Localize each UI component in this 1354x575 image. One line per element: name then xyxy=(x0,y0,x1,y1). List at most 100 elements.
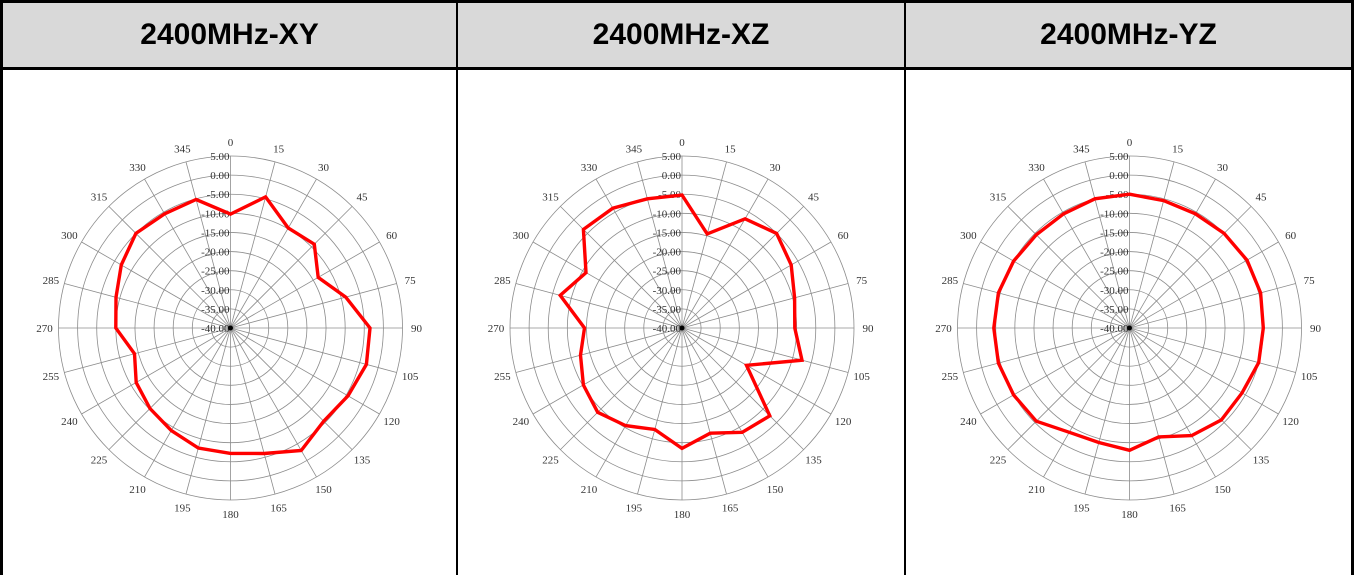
pattern-line xyxy=(557,193,805,451)
angle-tick-label: 45 xyxy=(357,191,369,203)
angle-tick-label: 15 xyxy=(1172,143,1184,155)
grid-spoke xyxy=(64,327,231,373)
grid-spoke xyxy=(185,327,231,495)
grid-spoke xyxy=(963,283,1130,329)
grid-spoke xyxy=(230,241,380,329)
radial-tick-label: 5.00 xyxy=(1109,151,1129,163)
radial-tick-label: -35.00 xyxy=(653,304,682,316)
angle-tick-label: 210 xyxy=(129,484,146,496)
grid-spoke xyxy=(1043,327,1130,478)
angle-tick-label: 195 xyxy=(1073,503,1090,515)
grid-spoke xyxy=(532,241,683,329)
grid-spoke xyxy=(230,327,276,495)
grid-spoke xyxy=(595,178,683,329)
angle-tick-label: 120 xyxy=(1282,416,1299,428)
grid-spoke xyxy=(980,241,1130,329)
angle-tick-label: 225 xyxy=(91,455,108,467)
angle-tick-label: 300 xyxy=(61,230,78,242)
table-header-row xyxy=(3,3,1351,70)
radial-tick-label: -15.00 xyxy=(1100,227,1129,239)
angle-tick-label: 210 xyxy=(1028,484,1045,496)
grid-spoke xyxy=(681,283,849,329)
grid-spoke xyxy=(185,161,231,329)
polar-plot-cell: 0 15 30 45 60 75 90 105 120 135 150 165 180 195 210 225… xyxy=(906,70,1351,575)
angle-tick-label: 345 xyxy=(1073,143,1090,155)
grid-spoke xyxy=(515,327,683,373)
radial-tick-label: -40.00 xyxy=(653,323,682,335)
angle-tick-label: 240 xyxy=(513,416,530,428)
angle-tick-label: 300 xyxy=(960,230,977,242)
grid-spoke xyxy=(1043,178,1130,329)
grid-spoke xyxy=(230,327,380,415)
grid-spoke xyxy=(1129,327,1252,450)
radial-tick-label: 5.00 xyxy=(662,151,682,163)
grid-spoke xyxy=(230,206,353,329)
angle-tick-label: 60 xyxy=(386,230,398,242)
angle-tick-label: 30 xyxy=(1217,162,1229,174)
radial-tick-label: -20.00 xyxy=(1100,247,1129,259)
grid-spoke xyxy=(637,161,683,329)
radial-tick-label: -25.00 xyxy=(1100,266,1129,278)
angle-tick-label: 195 xyxy=(626,503,643,515)
grid-spoke xyxy=(1129,283,1296,329)
grid-spoke xyxy=(1007,327,1130,450)
grid-spoke xyxy=(1129,327,1279,415)
column-header: 2400MHz-XY xyxy=(140,18,319,51)
angle-tick-label: 135 xyxy=(805,455,822,467)
grid-spoke xyxy=(230,327,397,373)
angle-tick-label: 285 xyxy=(494,275,511,287)
grid-spoke xyxy=(1129,327,1216,478)
angle-tick-label: 105 xyxy=(1301,371,1318,383)
grid-spoke xyxy=(980,327,1130,415)
angle-tick-label: 0 xyxy=(228,137,234,149)
grid-spoke xyxy=(81,241,231,329)
angle-tick-label: 240 xyxy=(61,416,78,428)
angle-tick-label: 180 xyxy=(222,509,239,521)
angle-tick-label: 270 xyxy=(36,323,53,335)
angle-tick-label: 105 xyxy=(853,371,870,383)
angle-tick-label: 45 xyxy=(808,191,820,203)
grid-spoke xyxy=(1129,327,1175,495)
angle-tick-label: 0 xyxy=(1127,137,1133,149)
angle-tick-label: 270 xyxy=(935,323,952,335)
grid-spoke xyxy=(230,283,397,329)
angle-tick-label: 45 xyxy=(1256,191,1268,203)
radial-tick-label: -30.00 xyxy=(201,285,230,297)
grid-spoke xyxy=(144,178,231,329)
grid-spoke xyxy=(963,327,1130,373)
polar-chart: 0 15 30 45 60 75 90 105 120 135 150 165 180 195 210 225… xyxy=(488,137,874,521)
grid-spoke xyxy=(81,327,231,415)
angle-tick-label: 150 xyxy=(315,484,332,496)
column-header: 2400MHz-XZ xyxy=(592,18,770,51)
angle-tick-label: 135 xyxy=(1253,455,1270,467)
pattern-line xyxy=(992,192,1266,453)
radial-tick-label: 0.00 xyxy=(1109,170,1129,182)
angle-tick-label: 120 xyxy=(383,416,400,428)
radial-tick-label: 0.00 xyxy=(662,170,682,182)
center-marker xyxy=(1127,325,1132,331)
grid-spoke xyxy=(595,327,683,478)
angle-tick-label: 255 xyxy=(494,371,511,383)
grid-spoke xyxy=(681,327,727,495)
angle-tick-label: 300 xyxy=(513,230,530,242)
radial-tick-label: -5.00 xyxy=(207,189,230,201)
angle-tick-label: 30 xyxy=(318,162,330,174)
angle-tick-label: 180 xyxy=(1121,509,1138,521)
angle-tick-label: 60 xyxy=(838,230,850,242)
table-column: 2400MHz-XY 0 15 30 45 60 75 90 105 120 135 150 165 1… xyxy=(3,3,456,575)
grid-spoke xyxy=(532,327,683,415)
angle-tick-label: 330 xyxy=(129,162,146,174)
angle-tick-label: 345 xyxy=(626,143,643,155)
radial-tick-label: -40.00 xyxy=(1100,323,1129,335)
radial-tick-label: -35.00 xyxy=(1100,304,1129,316)
grid-spoke xyxy=(230,178,317,329)
angle-tick-label: 240 xyxy=(960,416,977,428)
grid-spoke xyxy=(560,206,683,329)
grid-spoke xyxy=(230,327,317,478)
radial-tick-label: -40.00 xyxy=(201,323,230,335)
angle-tick-label: 285 xyxy=(43,275,60,287)
angle-tick-label: 60 xyxy=(1285,230,1297,242)
grid-spoke xyxy=(108,327,231,450)
angle-tick-label: 270 xyxy=(488,323,505,335)
